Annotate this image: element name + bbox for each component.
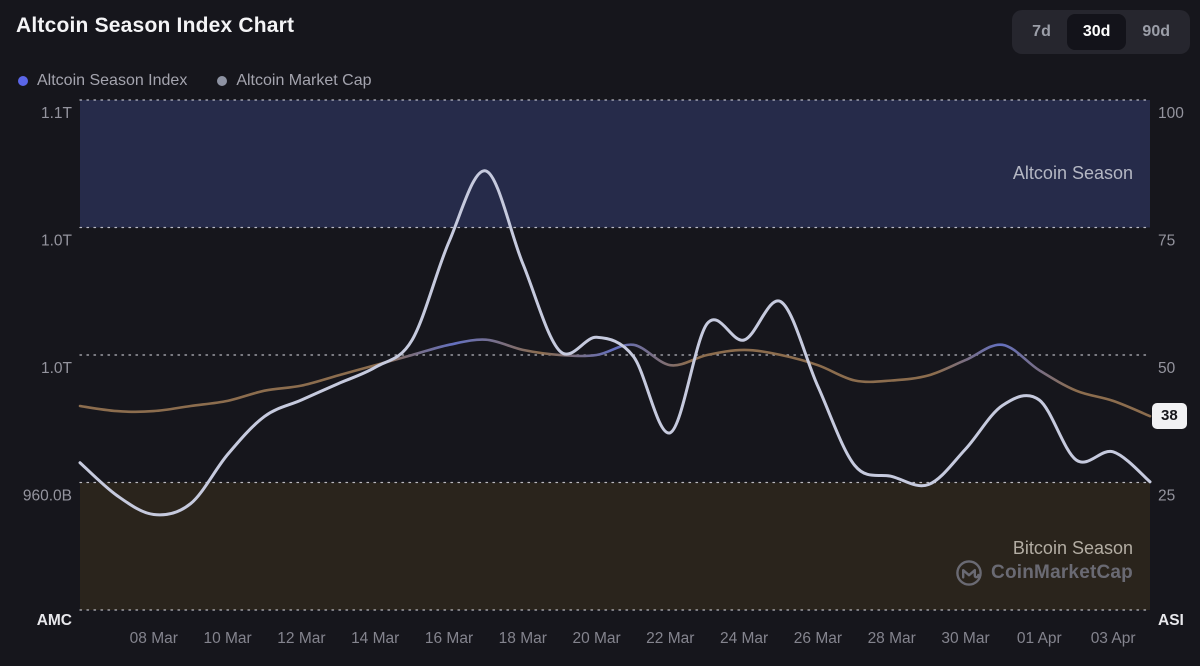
x-axis-tick-label: 01 Apr — [1017, 630, 1062, 647]
right-axis-tick-label: 75 — [1158, 233, 1175, 250]
bitcoin-season-band-label: Bitcoin Season — [1012, 538, 1133, 558]
legend-label: Altcoin Season Index — [37, 72, 188, 89]
right-axis-tick-label: 25 — [1158, 488, 1175, 505]
x-axis-tick-label: 18 Mar — [499, 630, 547, 647]
legend-label: Altcoin Market Cap — [236, 72, 372, 89]
range-7d-button[interactable]: 7d — [1016, 14, 1067, 50]
left-axis-tick-label: 1.0T — [41, 360, 73, 377]
legend-dot-blue-icon — [18, 76, 28, 86]
right-axis-title: ASI — [1158, 612, 1184, 629]
coinmarketcap-logo-icon — [956, 560, 982, 586]
altcoin-season-band — [80, 100, 1150, 228]
left-axis-tick-label: 1.0T — [41, 233, 73, 250]
altcoin-season-band-label: Altcoin Season — [1012, 163, 1133, 183]
x-axis-tick-label: 10 Mar — [203, 630, 251, 647]
x-axis-tick-label: 30 Mar — [941, 630, 989, 647]
x-axis-tick-label: 16 Mar — [425, 630, 473, 647]
altcoin-season-index-line — [78, 338, 1152, 418]
range-30d-button[interactable]: 30d — [1066, 14, 1127, 50]
asi-current-value-badge: 38 — [1152, 403, 1187, 430]
left-axis-tick-label: 1.1T — [41, 105, 73, 122]
watermark: CoinMarketCap — [955, 559, 1133, 587]
legend-item-altcoin-season-index[interactable]: Altcoin Season Index — [18, 72, 187, 90]
x-axis-tick-label: 14 Mar — [351, 630, 399, 647]
watermark-text: CoinMarketCap — [991, 562, 1133, 583]
right-axis-tick-label: 100 — [1158, 105, 1184, 122]
chart-legend: Altcoin Season Index Altcoin Market Cap — [18, 72, 372, 90]
left-axis-title: AMC — [36, 612, 72, 629]
x-axis-tick-label: 08 Mar — [130, 630, 178, 647]
legend-dot-gray-icon — [217, 76, 228, 86]
bitcoin-season-band — [80, 482, 1150, 610]
x-axis-tick-label: 26 Mar — [794, 630, 842, 647]
x-axis-tick-label: 24 Mar — [720, 630, 768, 647]
range-90d-button[interactable]: 90d — [1126, 14, 1186, 50]
x-axis-tick-label: 20 Mar — [572, 630, 620, 647]
altcoin-market-cap-line — [78, 169, 1152, 517]
x-axis-tick-label: 03 Apr — [1091, 630, 1136, 647]
x-axis-tick-label: 22 Mar — [646, 630, 694, 647]
left-axis-tick-label: 960.0B — [23, 488, 72, 505]
range-toggle: 7d 30d 90d — [1012, 10, 1190, 54]
right-axis-tick-label: 50 — [1158, 360, 1176, 377]
legend-item-altcoin-market-cap[interactable]: Altcoin Market Cap — [217, 72, 372, 90]
x-axis-tick-label: 12 Mar — [277, 630, 325, 647]
x-axis-tick-label: 28 Mar — [868, 630, 916, 647]
page-title: Altcoin Season Index Chart — [16, 14, 295, 37]
